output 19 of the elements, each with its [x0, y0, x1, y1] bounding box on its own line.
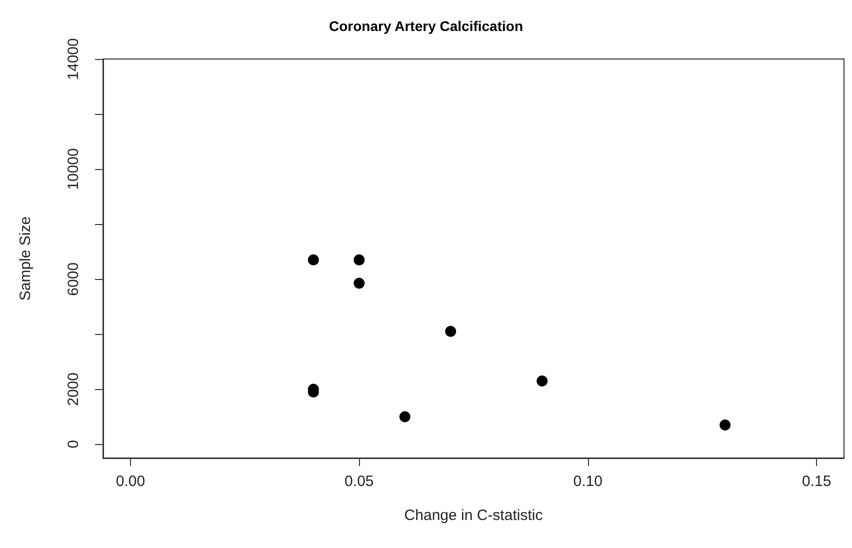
point: [308, 254, 319, 266]
x-tick-label: 0.10: [573, 473, 602, 490]
y-tick-label: 10000: [65, 148, 82, 190]
chart-title: Coronary Artery Calcification: [329, 18, 523, 34]
point: [720, 419, 731, 430]
y-tick-label: 2000: [65, 372, 82, 406]
x-tick-label: 0.00: [116, 473, 146, 490]
point: [354, 254, 365, 266]
x-tick-label: 0.05: [344, 473, 374, 490]
x-tick-label: 0.15: [802, 473, 832, 490]
point: [445, 326, 456, 337]
y-tick-label: 6000: [65, 262, 82, 296]
y-axis-title: Sample Size: [17, 216, 34, 301]
point: [354, 278, 365, 289]
point: [536, 375, 548, 386]
y-tick-label: 14000: [65, 38, 82, 80]
x-axis-title: Change in C-statistic: [404, 507, 544, 524]
point: [399, 411, 410, 422]
y-tick-label: 0: [65, 440, 82, 448]
